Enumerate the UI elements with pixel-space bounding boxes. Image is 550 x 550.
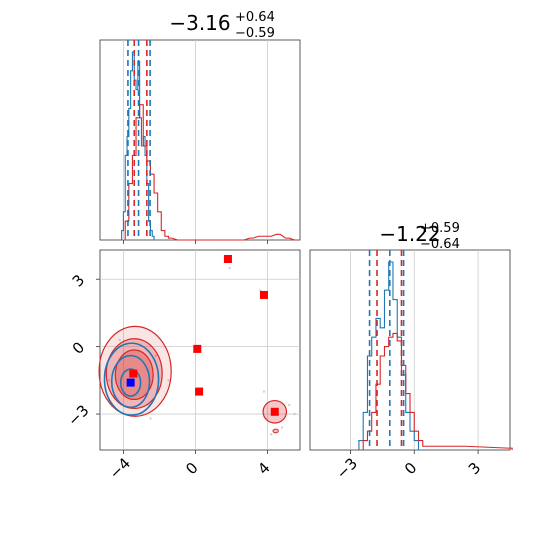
title-bottom-right: −1.22 <box>379 222 440 246</box>
marker-red <box>193 344 202 353</box>
tick-label-bl-x: 0 <box>182 459 201 478</box>
grid-top <box>123 40 268 244</box>
faint-point <box>154 354 158 357</box>
tick-label-br-x: −3 <box>333 454 361 482</box>
title-top-left: −3.16 <box>169 11 230 35</box>
hist-red-br <box>362 332 513 450</box>
tick-label-bl-y: 3 <box>69 271 88 290</box>
tick-label-bl-x: −4 <box>106 454 134 482</box>
faint-point <box>287 403 291 407</box>
hist-red-top <box>124 104 299 241</box>
title-br-plus: +0.59 <box>420 221 460 236</box>
contour-blue-outer <box>103 342 160 416</box>
quantiles-br <box>368 250 405 450</box>
points-bottom-left <box>126 254 279 416</box>
title-top-plus: +0.64 <box>235 10 275 25</box>
panel-frame-top <box>99 39 301 241</box>
title-br-main: −1.22 <box>379 222 440 246</box>
hist-step-blue-br <box>358 261 423 451</box>
hist-step-red-br <box>362 332 513 450</box>
faint-point <box>293 412 296 416</box>
tick-label-br-x: 3 <box>465 459 484 478</box>
tick-label-br-x: 0 <box>401 459 420 478</box>
faint-point <box>262 390 266 393</box>
hist-bottom-right: −3 0 3 −1.22 +0.59 −0.64 <box>309 221 513 483</box>
faint-point <box>167 379 170 382</box>
marker-red <box>195 387 204 396</box>
ticks-bottom-right: −3 0 3 <box>333 450 484 483</box>
marker-red <box>270 407 279 416</box>
panel-frame-bottom-left <box>99 249 301 451</box>
marker-red <box>223 254 232 263</box>
contour-blue-inner <box>119 368 142 397</box>
title-br-minus: −0.64 <box>420 237 460 252</box>
quantiles-top <box>127 40 151 240</box>
faint-point <box>149 417 152 420</box>
hist-blue-br <box>358 261 423 451</box>
tick-label-bl-y: 0 <box>69 338 88 357</box>
title-top-minus: −0.59 <box>235 26 275 41</box>
hist-step-red-top <box>124 104 299 241</box>
marker-red <box>129 369 138 378</box>
faint-point <box>280 426 284 429</box>
faint-point <box>228 266 231 270</box>
contour-red-tiny <box>272 428 279 434</box>
marker-blue <box>126 378 135 387</box>
faint-point <box>269 433 273 436</box>
hist-top-left: −3.16 +0.64 −0.59 <box>99 10 301 244</box>
title-top-main: −3.16 <box>169 11 230 35</box>
contour-blue-mid <box>110 354 151 409</box>
tick-label-bl-y: −3 <box>64 401 92 429</box>
tick-label-bl-x: 4 <box>254 459 273 478</box>
faint-point <box>107 379 111 382</box>
panel-frame-bottom-right <box>309 249 511 451</box>
marker-red <box>259 290 268 299</box>
contour-bottom-left: −4 0 4 3 0 −3 <box>64 249 301 483</box>
faint-point <box>118 338 122 342</box>
